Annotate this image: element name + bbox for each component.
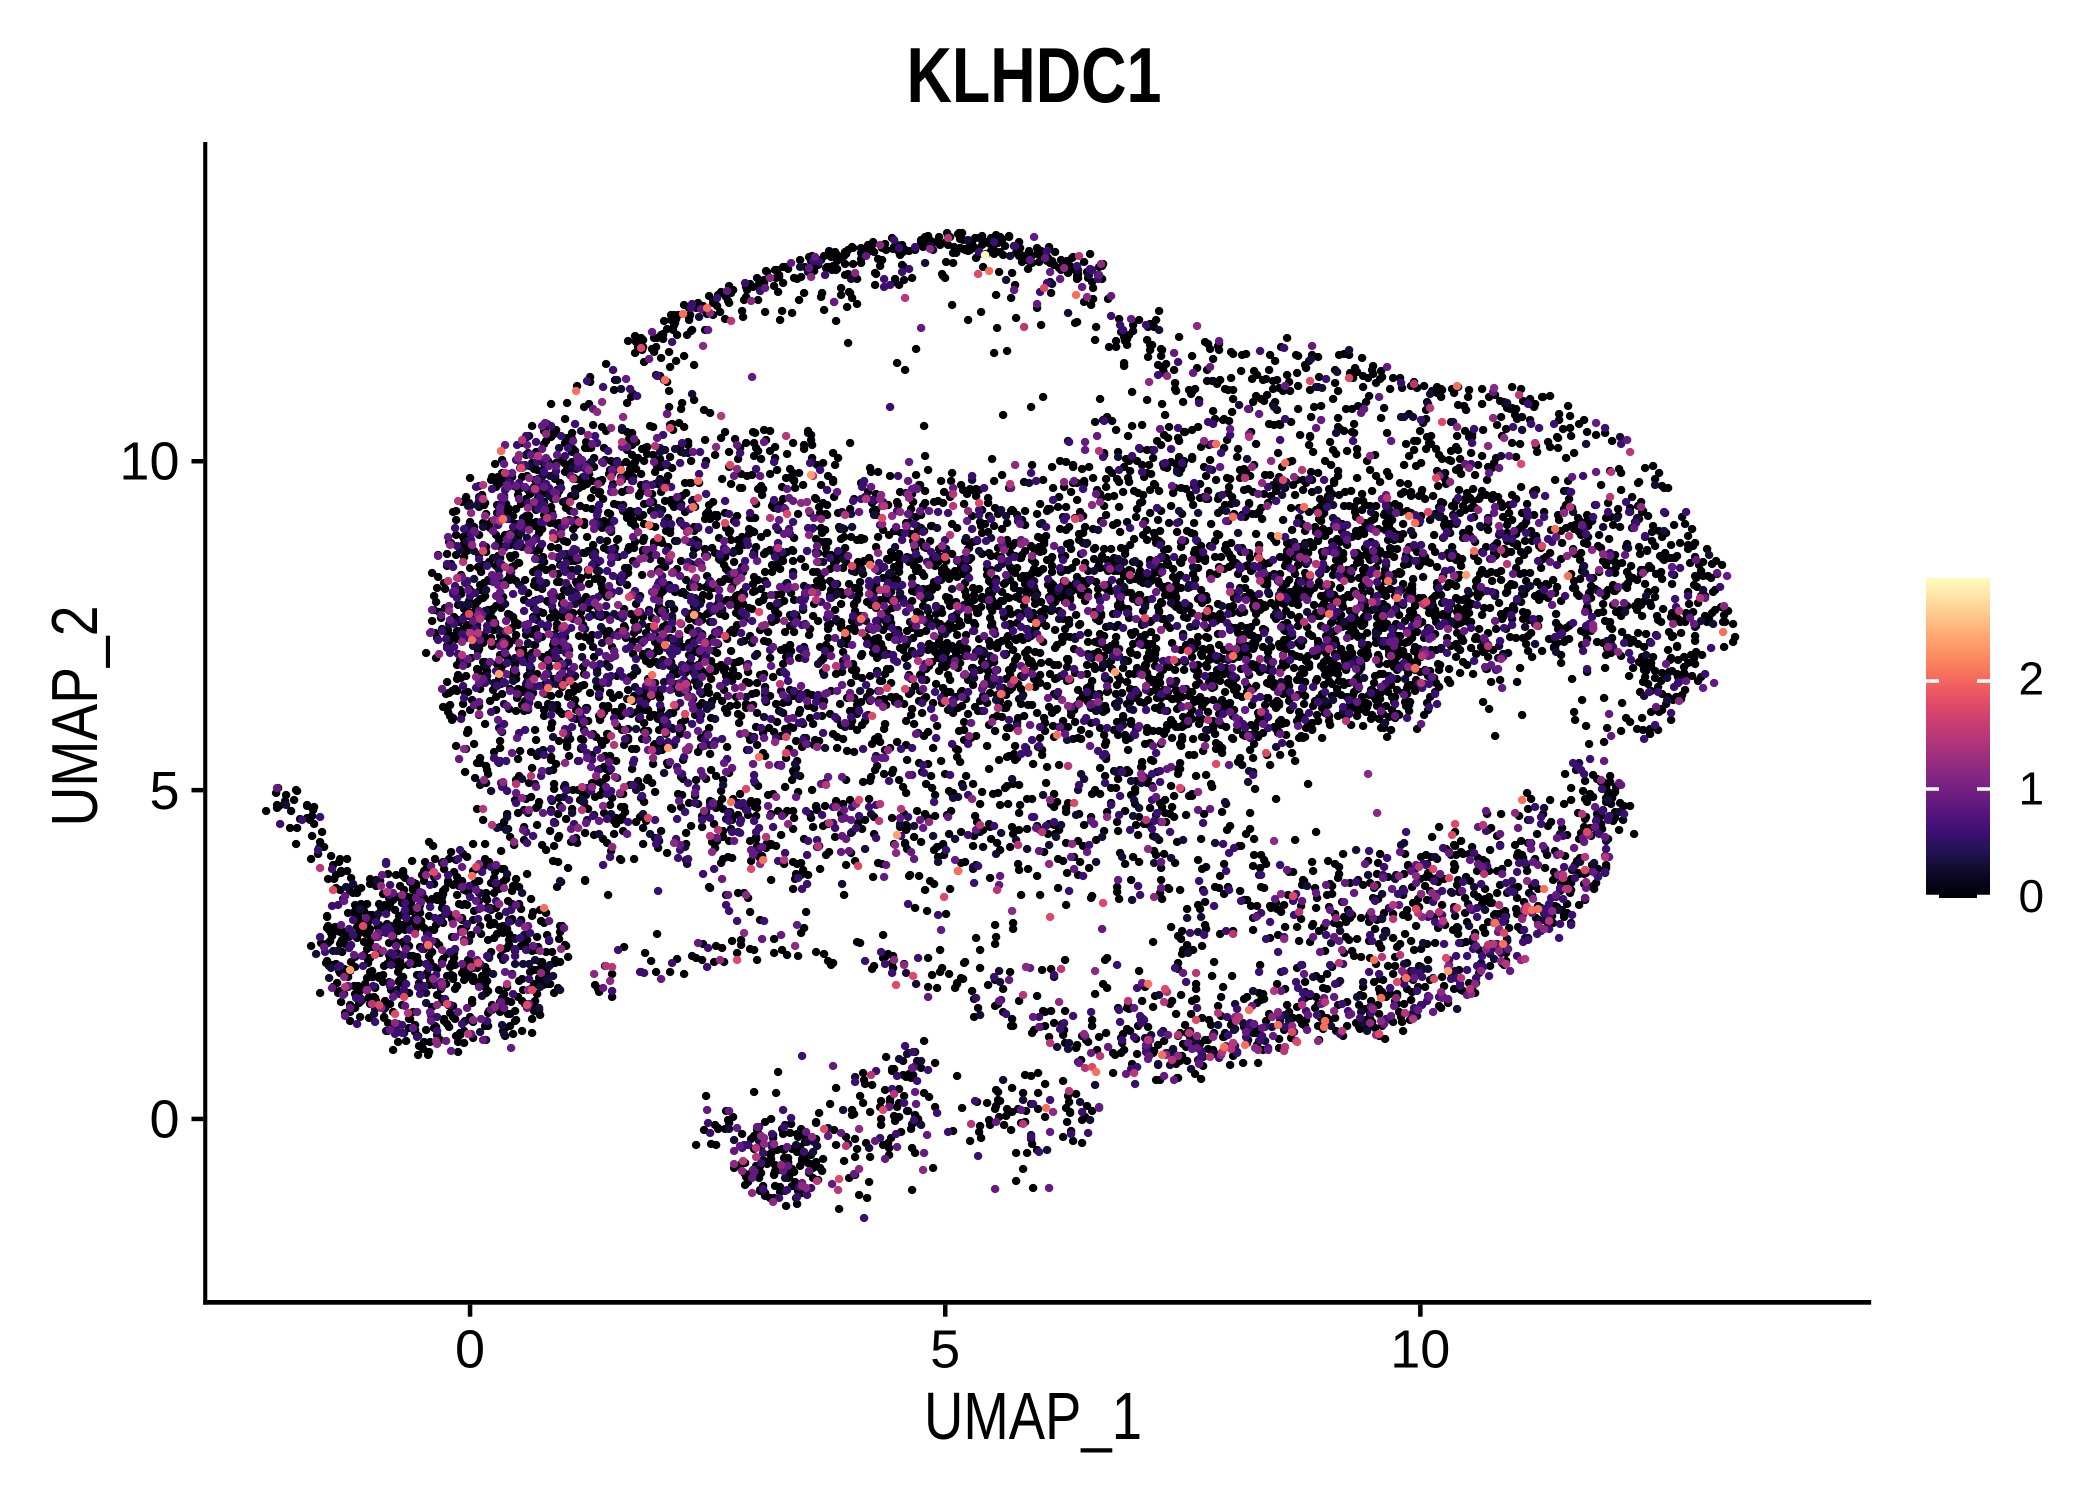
svg-text:10: 10 xyxy=(1390,1319,1450,1379)
svg-text:2: 2 xyxy=(2019,653,2045,705)
svg-text:1: 1 xyxy=(2019,763,2045,815)
svg-text:5: 5 xyxy=(149,761,179,821)
svg-text:0: 0 xyxy=(149,1090,179,1150)
svg-text:KLHDC1: KLHDC1 xyxy=(907,31,1162,119)
svg-text:UMAP_1: UMAP_1 xyxy=(924,1379,1142,1454)
svg-text:5: 5 xyxy=(930,1319,960,1379)
svg-text:0: 0 xyxy=(2019,870,2045,922)
svg-text:0: 0 xyxy=(455,1319,485,1379)
svg-text:UMAP_2: UMAP_2 xyxy=(38,606,111,827)
svg-text:10: 10 xyxy=(119,431,179,491)
